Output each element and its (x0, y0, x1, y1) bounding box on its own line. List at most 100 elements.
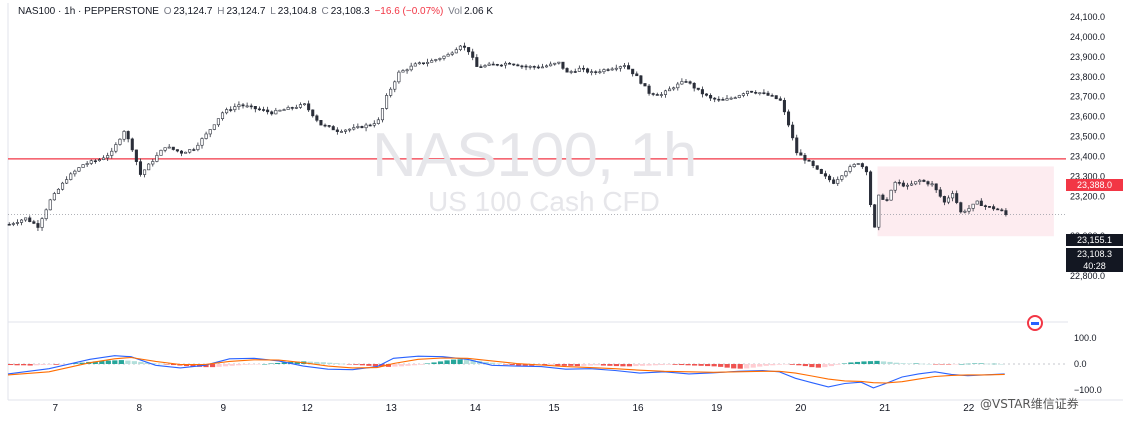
candle-body[interactable] (684, 81, 688, 83)
candle-body[interactable] (155, 155, 159, 162)
candle-body[interactable] (651, 93, 655, 95)
candle-body[interactable] (622, 65, 626, 67)
candle-body[interactable] (245, 105, 249, 108)
candle-body[interactable] (815, 165, 819, 170)
candle-body[interactable] (877, 194, 881, 228)
candle-body[interactable] (598, 71, 602, 74)
candle-body[interactable] (454, 49, 458, 54)
candle-body[interactable] (741, 93, 745, 96)
candle-body[interactable] (869, 171, 873, 206)
candle-body[interactable] (663, 90, 668, 95)
candle-body[interactable] (167, 146, 171, 149)
candle-body[interactable] (610, 68, 614, 71)
candle-body[interactable] (774, 95, 778, 100)
candle-body[interactable] (791, 124, 795, 139)
candle-body[interactable] (700, 89, 704, 95)
candle-body[interactable] (586, 68, 590, 73)
candle-body[interactable] (930, 183, 934, 186)
signal-line[interactable] (7, 356, 1005, 384)
sideways-zone-box[interactable] (877, 166, 1054, 237)
candle-body[interactable] (438, 58, 442, 60)
candle-body[interactable] (134, 149, 138, 162)
candle-body[interactable] (175, 149, 179, 152)
candle-body[interactable] (996, 208, 1000, 211)
candle-body[interactable] (778, 98, 782, 101)
candle-body[interactable] (639, 75, 643, 84)
candle-body[interactable] (1004, 210, 1008, 215)
candle-body[interactable] (253, 106, 257, 110)
candle-body[interactable] (467, 47, 471, 53)
candle-body[interactable] (971, 203, 975, 209)
candle-body[interactable] (766, 92, 770, 96)
candle-body[interactable] (955, 193, 959, 203)
candle-body[interactable] (803, 154, 807, 161)
candle-body[interactable] (901, 182, 905, 187)
candle-body[interactable] (905, 184, 910, 187)
candle-body[interactable] (668, 88, 672, 92)
candle-body[interactable] (828, 175, 832, 181)
candle-body[interactable] (286, 107, 290, 110)
candle-body[interactable] (532, 66, 536, 68)
candle-body[interactable] (487, 63, 491, 66)
candle-body[interactable] (184, 151, 188, 154)
candle-body[interactable] (524, 65, 528, 68)
candle-body[interactable] (721, 99, 725, 101)
candle-body[interactable] (417, 62, 421, 65)
candle-body[interactable] (836, 179, 840, 184)
candle-body[interactable] (512, 63, 516, 66)
candle-body[interactable] (372, 123, 376, 126)
candle-body[interactable] (840, 175, 844, 180)
candle-body[interactable] (885, 199, 889, 201)
candle-body[interactable] (380, 108, 385, 121)
candle-body[interactable] (89, 160, 93, 164)
candle-body[interactable] (315, 115, 319, 121)
candle-body[interactable] (495, 64, 499, 66)
us-flag-icon[interactable] (1027, 315, 1043, 331)
candle-body[interactable] (606, 69, 610, 71)
candle-body[interactable] (462, 45, 467, 48)
candle-body[interactable] (635, 73, 639, 77)
candle-body[interactable] (257, 108, 261, 111)
candle-body[interactable] (807, 159, 811, 162)
candle-body[interactable] (69, 173, 73, 180)
candle-body[interactable] (614, 67, 618, 70)
candle-body[interactable] (44, 209, 48, 219)
candle-body[interactable] (352, 127, 356, 130)
candle-body[interactable] (344, 129, 348, 132)
candle-body[interactable] (200, 138, 204, 146)
candle-body[interactable] (918, 179, 922, 182)
candle-body[interactable] (910, 183, 914, 186)
candle-body[interactable] (782, 100, 786, 113)
candle-body[interactable] (278, 109, 282, 112)
candle-body[interactable] (676, 83, 680, 89)
candle-body[interactable] (864, 166, 868, 173)
candle-body[interactable] (516, 64, 520, 67)
candle-body[interactable] (130, 138, 134, 151)
candle-body[interactable] (692, 82, 696, 89)
candle-body[interactable] (750, 90, 754, 93)
candle-body[interactable] (233, 106, 237, 111)
candle-body[interactable] (28, 217, 32, 222)
candle-body[interactable] (261, 109, 266, 111)
candle-body[interactable] (725, 98, 729, 101)
candle-body[interactable] (110, 150, 114, 156)
candle-body[interactable] (241, 104, 245, 107)
candle-body[interactable] (48, 199, 52, 211)
candle-body[interactable] (212, 124, 216, 130)
candle-body[interactable] (1000, 209, 1004, 212)
candle-body[interactable] (799, 152, 803, 156)
candle-body[interactable] (938, 189, 942, 197)
candle-body[interactable] (832, 179, 836, 184)
candle-body[interactable] (823, 173, 827, 177)
candle-body[interactable] (762, 92, 766, 94)
candle-body[interactable] (159, 149, 163, 156)
candle-body[interactable] (409, 65, 413, 71)
candle-body[interactable] (873, 204, 877, 228)
candle-body[interactable] (327, 125, 331, 127)
candle-body[interactable] (56, 188, 60, 194)
candle-body[interactable] (889, 189, 893, 201)
candle-body[interactable] (475, 57, 479, 67)
candle-body[interactable] (360, 126, 364, 129)
candle-body[interactable] (397, 71, 401, 83)
candle-body[interactable] (430, 60, 434, 63)
